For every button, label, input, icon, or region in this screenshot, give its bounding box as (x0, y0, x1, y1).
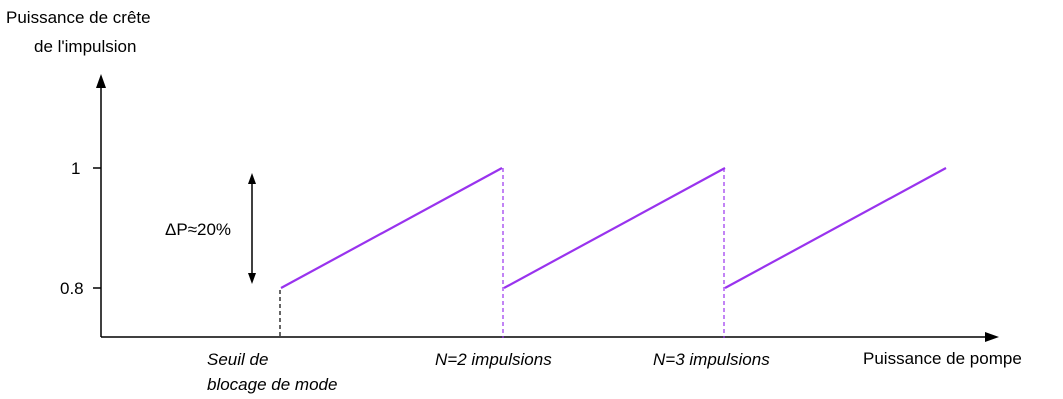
delta-p-arrow-bottom (248, 273, 256, 284)
x-axis-label: Puissance de pompe (863, 349, 1022, 368)
y-axis-label-line2: de l'impulsion (34, 37, 136, 56)
y-tick-label-0.8: 0.8 (60, 279, 84, 298)
delta-p-annotation: ΔP≈20% (165, 220, 231, 239)
y-axis-label-line1: Puissance de crête (6, 8, 151, 27)
threshold-label-n2: N=2 impulsions (435, 350, 552, 369)
segment-3 (724, 167, 947, 289)
y-axis-arrow (96, 74, 106, 88)
y-tick-label-1: 1 (71, 159, 80, 178)
threshold-label-mode-locking-line2: blocage de mode (207, 375, 337, 394)
segment-1 (280, 167, 503, 289)
threshold-label-n3: N=3 impulsions (653, 350, 770, 369)
delta-p-arrow-top (248, 173, 256, 184)
threshold-label-mode-locking-line1: Seuil de (207, 350, 268, 369)
x-axis-arrow (985, 332, 999, 342)
segment-2 (503, 167, 726, 289)
